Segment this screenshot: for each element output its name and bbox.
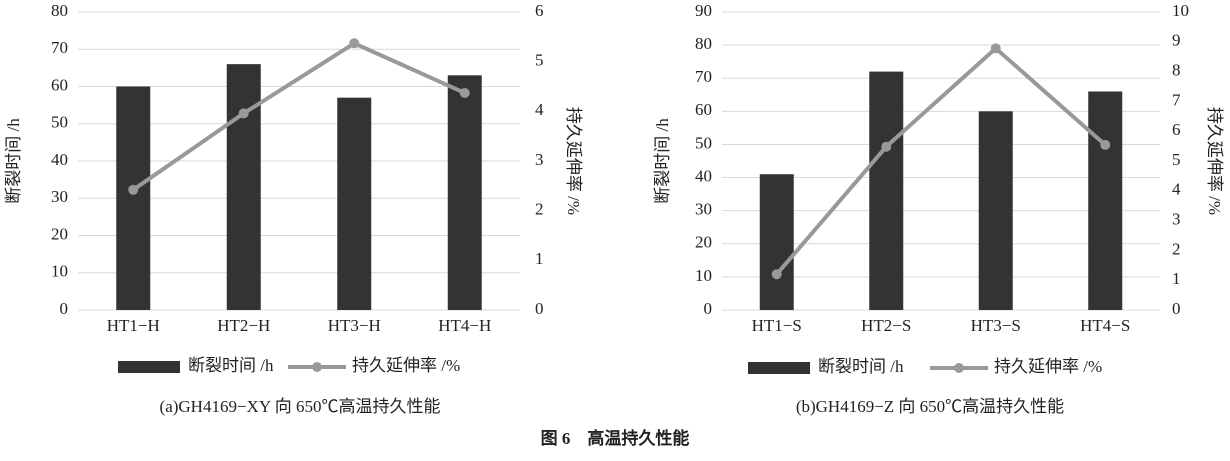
bar xyxy=(447,75,482,310)
y2-tick-label: 1 xyxy=(1172,269,1181,288)
y2-tick-label: 9 xyxy=(1172,31,1181,50)
y-tick-label: 0 xyxy=(60,299,69,318)
y-tick-label: 40 xyxy=(695,166,712,185)
legend-swatch xyxy=(118,361,180,373)
y2-tick-label: 2 xyxy=(535,200,544,219)
bar xyxy=(1088,91,1123,310)
x-tick-label: HT4−H xyxy=(438,316,491,335)
y2-tick-label: 6 xyxy=(1172,120,1181,139)
y-tick-label: 10 xyxy=(695,266,712,285)
y2-tick-label: 0 xyxy=(535,299,544,318)
y-tick-label: 10 xyxy=(51,262,68,281)
figure-title: 图 6 高温持久性能 xyxy=(541,428,690,448)
chart-caption: (b)GH4169−Z 向 650℃高温持久性能 xyxy=(796,397,1064,416)
y-tick-label: 70 xyxy=(695,67,712,86)
bar xyxy=(759,174,794,310)
y2-axis-label: 持久延伸率 /% xyxy=(564,107,583,215)
line-marker xyxy=(990,43,1001,54)
line-marker xyxy=(238,108,249,119)
y2-tick-label: 4 xyxy=(1172,180,1181,199)
line-marker xyxy=(771,269,782,280)
chart-caption: (a)GH4169−XY 向 650℃高温持久性能 xyxy=(160,397,441,416)
line-marker xyxy=(881,141,892,152)
y2-tick-label: 0 xyxy=(1172,299,1181,318)
legend-label: 持久延伸率 /% xyxy=(994,357,1102,376)
y-axis-label: 断裂时间 /h xyxy=(4,118,23,204)
y-tick-label: 60 xyxy=(51,75,68,94)
legend-swatch-marker xyxy=(312,362,322,372)
bar xyxy=(869,71,904,310)
y-tick-label: 30 xyxy=(51,187,68,206)
bar xyxy=(337,97,372,310)
y-tick-label: 70 xyxy=(51,38,68,57)
legend-label: 断裂时间 /h xyxy=(188,356,274,375)
bar xyxy=(116,86,151,310)
y2-tick-label: 10 xyxy=(1172,1,1189,20)
x-tick-label: HT4−S xyxy=(1080,316,1130,335)
bar xyxy=(978,111,1013,310)
y-tick-label: 60 xyxy=(695,100,712,119)
legend-label: 持久延伸率 /% xyxy=(352,356,460,375)
y2-tick-label: 7 xyxy=(1172,90,1181,109)
y2-tick-label: 8 xyxy=(1172,61,1181,80)
y2-tick-label: 6 xyxy=(535,1,544,20)
bar xyxy=(226,64,261,311)
y-tick-label: 40 xyxy=(51,150,68,169)
line xyxy=(132,41,466,192)
legend-swatch-marker xyxy=(954,363,964,373)
x-tick-label: HT3−H xyxy=(328,316,381,335)
y-tick-label: 20 xyxy=(695,233,712,252)
legend-label: 断裂时间 /h xyxy=(818,357,904,376)
y2-tick-label: 3 xyxy=(1172,210,1181,229)
y-tick-label: 90 xyxy=(695,1,712,20)
y2-tick-label: 4 xyxy=(535,100,544,119)
x-tick-label: HT3−S xyxy=(971,316,1021,335)
y2-tick-label: 2 xyxy=(1172,239,1181,258)
y2-tick-label: 1 xyxy=(535,249,544,268)
x-tick-label: HT1−H xyxy=(107,316,160,335)
y2-tick-label: 3 xyxy=(535,150,544,169)
y-tick-label: 50 xyxy=(51,113,68,132)
x-tick-label: HT1−S xyxy=(752,316,802,335)
y-tick-label: 0 xyxy=(704,299,713,318)
x-tick-label: HT2−H xyxy=(217,316,270,335)
line-marker xyxy=(1100,139,1111,150)
line-marker xyxy=(459,87,470,98)
y2-tick-label: 5 xyxy=(535,51,544,70)
y-axis-label: 断裂时间 /h xyxy=(653,118,672,204)
y-tick-label: 80 xyxy=(51,1,68,20)
y-tick-label: 80 xyxy=(695,34,712,53)
x-tick-label: HT2−S xyxy=(861,316,911,335)
y-tick-label: 30 xyxy=(695,200,712,219)
line-marker xyxy=(349,38,360,49)
line xyxy=(775,46,1107,276)
y-tick-label: 20 xyxy=(51,224,68,243)
line-marker xyxy=(128,184,139,195)
legend-swatch xyxy=(748,362,810,374)
y2-axis-label: 持久延伸率 /% xyxy=(1205,107,1224,215)
y-tick-label: 50 xyxy=(695,133,712,152)
y2-tick-label: 5 xyxy=(1172,150,1181,169)
